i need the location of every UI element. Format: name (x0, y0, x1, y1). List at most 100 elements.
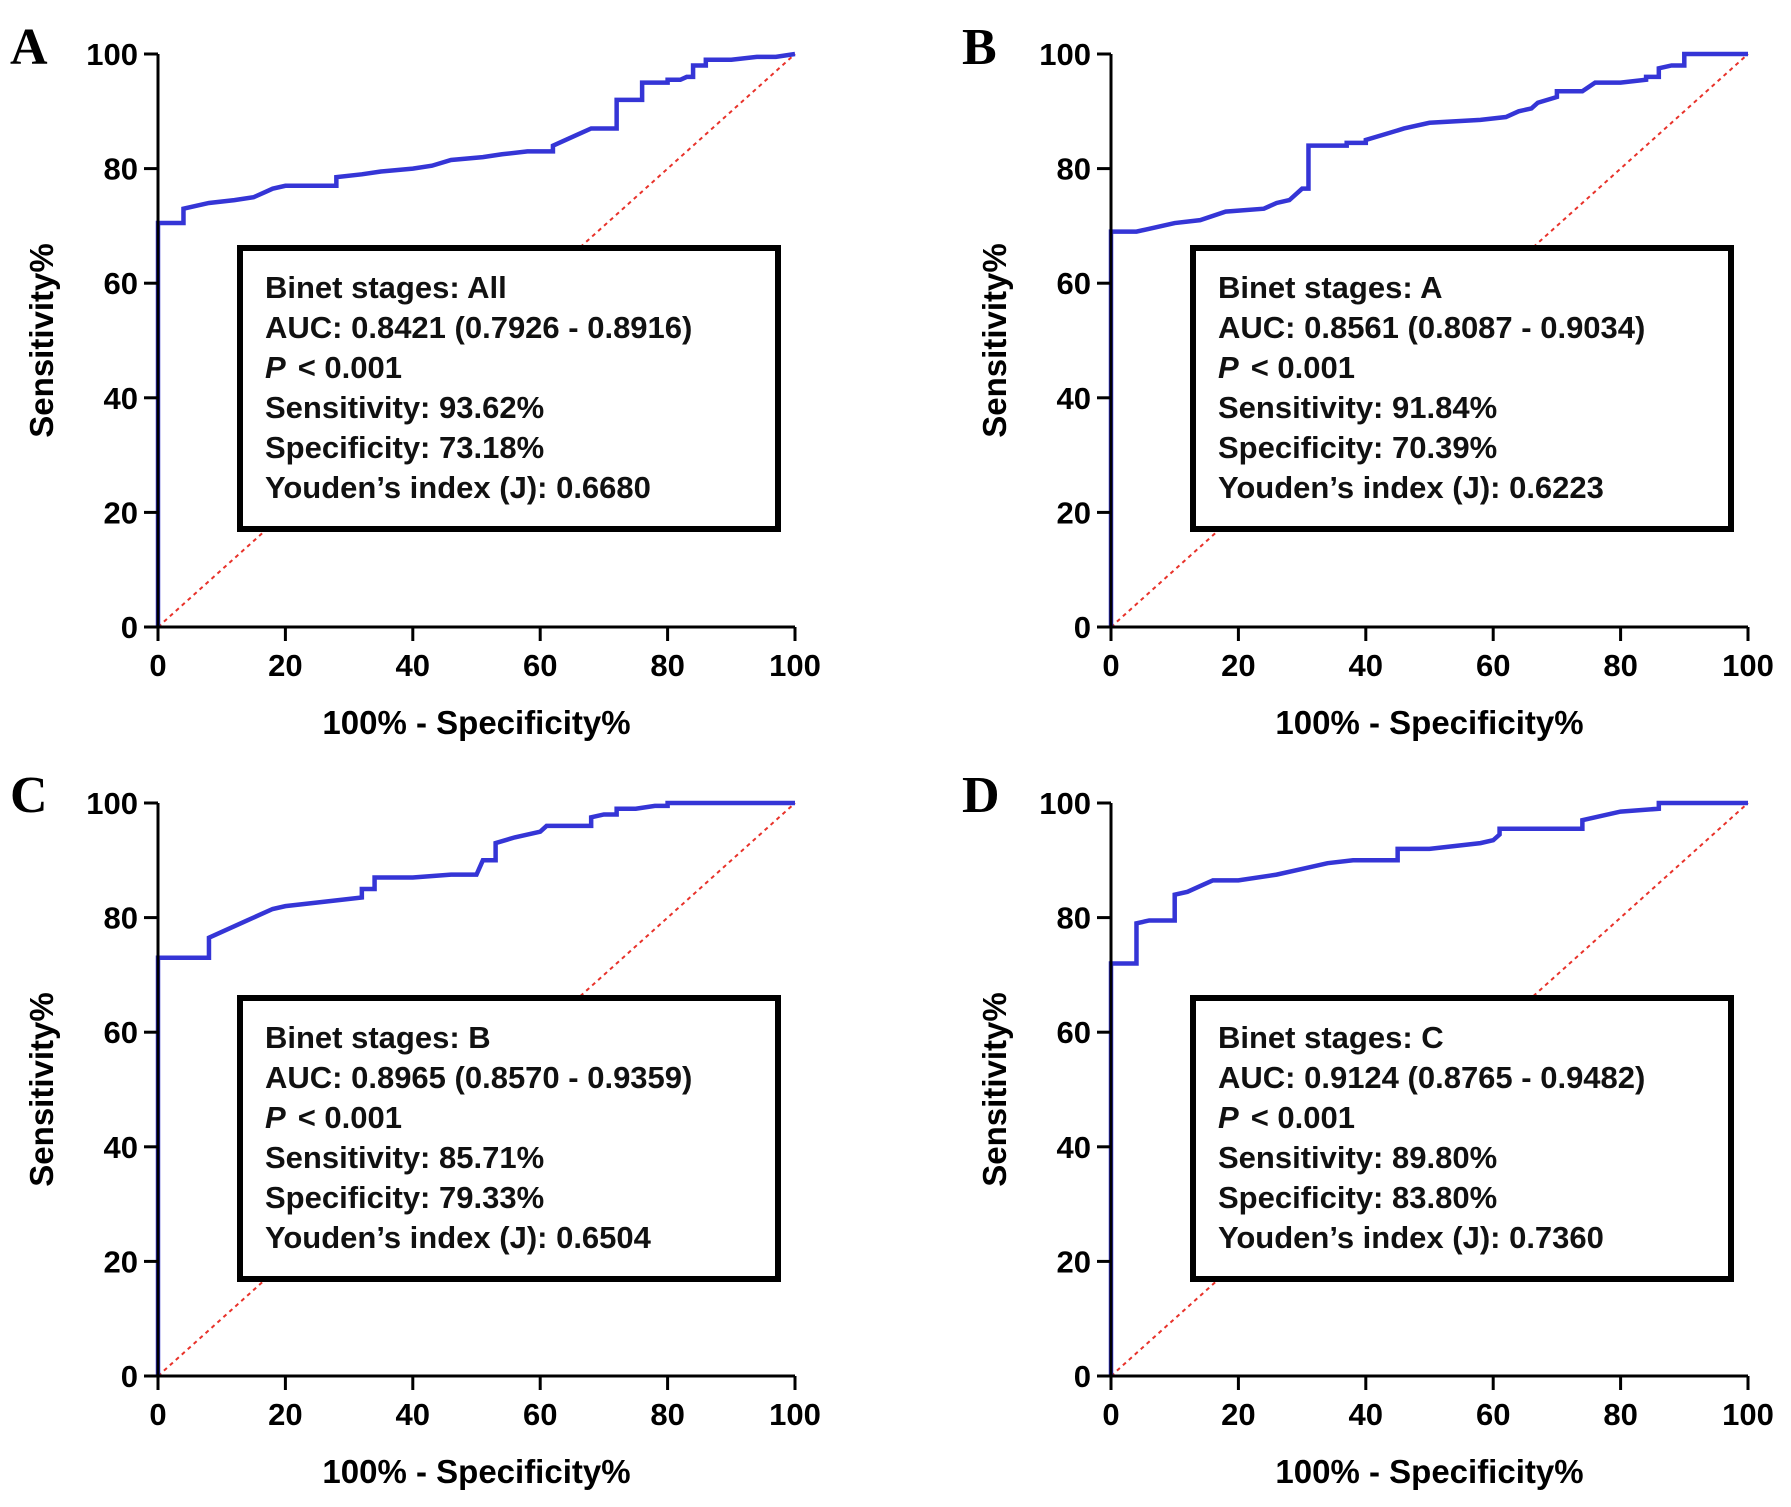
stat-line: AUC: 0.8965 (0.8570 - 0.9359) (265, 1060, 692, 1095)
y-tick-label: 100 (86, 786, 138, 821)
p-value-text: < 0.001 (298, 350, 402, 385)
y-tick-label: 80 (1057, 901, 1091, 936)
y-tick-label: 20 (1057, 495, 1091, 530)
y-tick-label: 40 (1057, 1130, 1091, 1165)
x-tick-label: 60 (1476, 1397, 1510, 1432)
roc-curve (155, 800, 795, 1376)
y-tick-label: 0 (1074, 1359, 1091, 1394)
x-tick-label: 100 (769, 648, 821, 683)
stat-p-value: P < 0.001 (265, 1100, 402, 1135)
y-axis-title: Sensitivity% (23, 992, 60, 1186)
stat-p-value: P < 0.001 (1218, 1100, 1355, 1135)
x-tick-label: 0 (1102, 1397, 1119, 1432)
y-tick-label: 60 (1057, 1015, 1091, 1050)
stat-line: Youden’s index (J): 0.7360 (1218, 1220, 1604, 1255)
stats-box (1190, 245, 1734, 532)
roc-panel-a: A 0 20 40 60 80 100 0 20 40 60 80 100 100% - Specific… (10, 19, 821, 741)
reference-line (1110, 802, 1749, 1377)
y-axis-title: Sensitivity% (976, 243, 1013, 437)
y-tick-label: 0 (121, 610, 138, 645)
y-tick-label: 80 (104, 901, 138, 936)
y-tick-label: 20 (1057, 1244, 1091, 1279)
x-tick-label: 80 (1603, 648, 1637, 683)
x-tick-label: 100 (1722, 1397, 1774, 1432)
reference-line (1110, 53, 1749, 628)
x-tick-label: 0 (149, 1397, 166, 1432)
p-value-text: < 0.001 (298, 1100, 402, 1135)
reference-line (157, 802, 796, 1377)
x-axis-title: 100% - Specificity% (1275, 1453, 1583, 1490)
stat-line: Sensitivity: 93.62% (265, 390, 544, 425)
roc-panel-c: C 0 20 40 60 80 100 0 20 40 60 80 100 100% - Specific… (10, 767, 821, 1490)
stat-line: Youden’s index (J): 0.6223 (1218, 470, 1604, 505)
y-tick-label: 40 (1057, 381, 1091, 416)
roc-panel-b: B 0 20 40 60 80 100 0 20 40 60 80 100 100% - Specific… (962, 19, 1774, 741)
stat-line: AUC: 0.8561 (0.8087 - 0.9034) (1218, 310, 1645, 345)
x-tick-label: 20 (268, 648, 302, 683)
reference-line (157, 53, 796, 628)
x-tick-label: 20 (268, 1397, 302, 1432)
x-tick-label: 0 (1102, 648, 1119, 683)
stat-line: Specificity: 83.80% (1218, 1180, 1497, 1215)
stats-box (1190, 995, 1734, 1282)
y-tick-label: 20 (104, 495, 138, 530)
roc-curve (1108, 51, 1748, 627)
roc-curve (1108, 800, 1748, 1376)
panel-letter: A (10, 19, 48, 76)
stat-p-value: P < 0.001 (1218, 350, 1355, 385)
roc-panel-d: D 0 20 40 60 80 100 0 20 40 60 80 100 100% - Specific… (962, 767, 1774, 1490)
p-symbol: P (1218, 350, 1239, 385)
stat-line: Binet stages: A (1218, 270, 1443, 305)
panel-letter: C (10, 767, 48, 824)
x-tick-label: 60 (523, 1397, 557, 1432)
x-axis-title: 100% - Specificity% (322, 704, 630, 741)
stat-line: Sensitivity: 91.84% (1218, 390, 1497, 425)
stat-line: Binet stages: All (265, 270, 507, 305)
y-tick-label: 100 (1039, 786, 1091, 821)
x-tick-label: 100 (769, 1397, 821, 1432)
y-tick-label: 40 (104, 1130, 138, 1165)
stat-line: Youden’s index (J): 0.6680 (265, 470, 651, 505)
x-tick-label: 20 (1221, 1397, 1255, 1432)
stat-line: Specificity: 70.39% (1218, 430, 1497, 465)
y-tick-label: 60 (104, 1015, 138, 1050)
p-symbol: P (265, 350, 286, 385)
x-tick-label: 100 (1722, 648, 1774, 683)
stat-line: Sensitivity: 89.80% (1218, 1140, 1497, 1175)
x-tick-label: 40 (1349, 648, 1383, 683)
stats-box (237, 245, 781, 532)
x-tick-label: 80 (650, 1397, 684, 1432)
panel-letter: B (962, 19, 997, 76)
x-tick-label: 60 (523, 648, 557, 683)
y-axis-title: Sensitivity% (976, 992, 1013, 1186)
stat-line: AUC: 0.9124 (0.8765 - 0.9482) (1218, 1060, 1645, 1095)
stat-p-value: P < 0.001 (265, 350, 402, 385)
x-tick-label: 0 (149, 648, 166, 683)
x-axis-title: 100% - Specificity% (1275, 704, 1583, 741)
y-tick-label: 40 (104, 381, 138, 416)
y-tick-label: 60 (1057, 266, 1091, 301)
x-tick-label: 40 (396, 1397, 430, 1432)
y-tick-label: 100 (1039, 37, 1091, 72)
stat-line: Specificity: 79.33% (265, 1180, 544, 1215)
stat-line: Binet stages: B (265, 1020, 491, 1055)
y-tick-label: 100 (86, 37, 138, 72)
p-symbol: P (1218, 1100, 1239, 1135)
y-tick-label: 80 (104, 152, 138, 187)
x-axis-title: 100% - Specificity% (322, 1453, 630, 1490)
x-tick-label: 40 (1349, 1397, 1383, 1432)
y-tick-label: 0 (121, 1359, 138, 1394)
x-tick-label: 80 (1603, 1397, 1637, 1432)
stat-line: Specificity: 73.18% (265, 430, 544, 465)
y-tick-label: 0 (1074, 610, 1091, 645)
p-value-text: < 0.001 (1251, 1100, 1355, 1135)
x-tick-label: 20 (1221, 648, 1255, 683)
y-tick-label: 20 (104, 1244, 138, 1279)
p-value-text: < 0.001 (1251, 350, 1355, 385)
x-tick-label: 60 (1476, 648, 1510, 683)
stat-line: Binet stages: C (1218, 1020, 1444, 1055)
stat-line: AUC: 0.8421 (0.7926 - 0.8916) (265, 310, 692, 345)
x-tick-label: 40 (396, 648, 430, 683)
y-tick-label: 60 (104, 266, 138, 301)
